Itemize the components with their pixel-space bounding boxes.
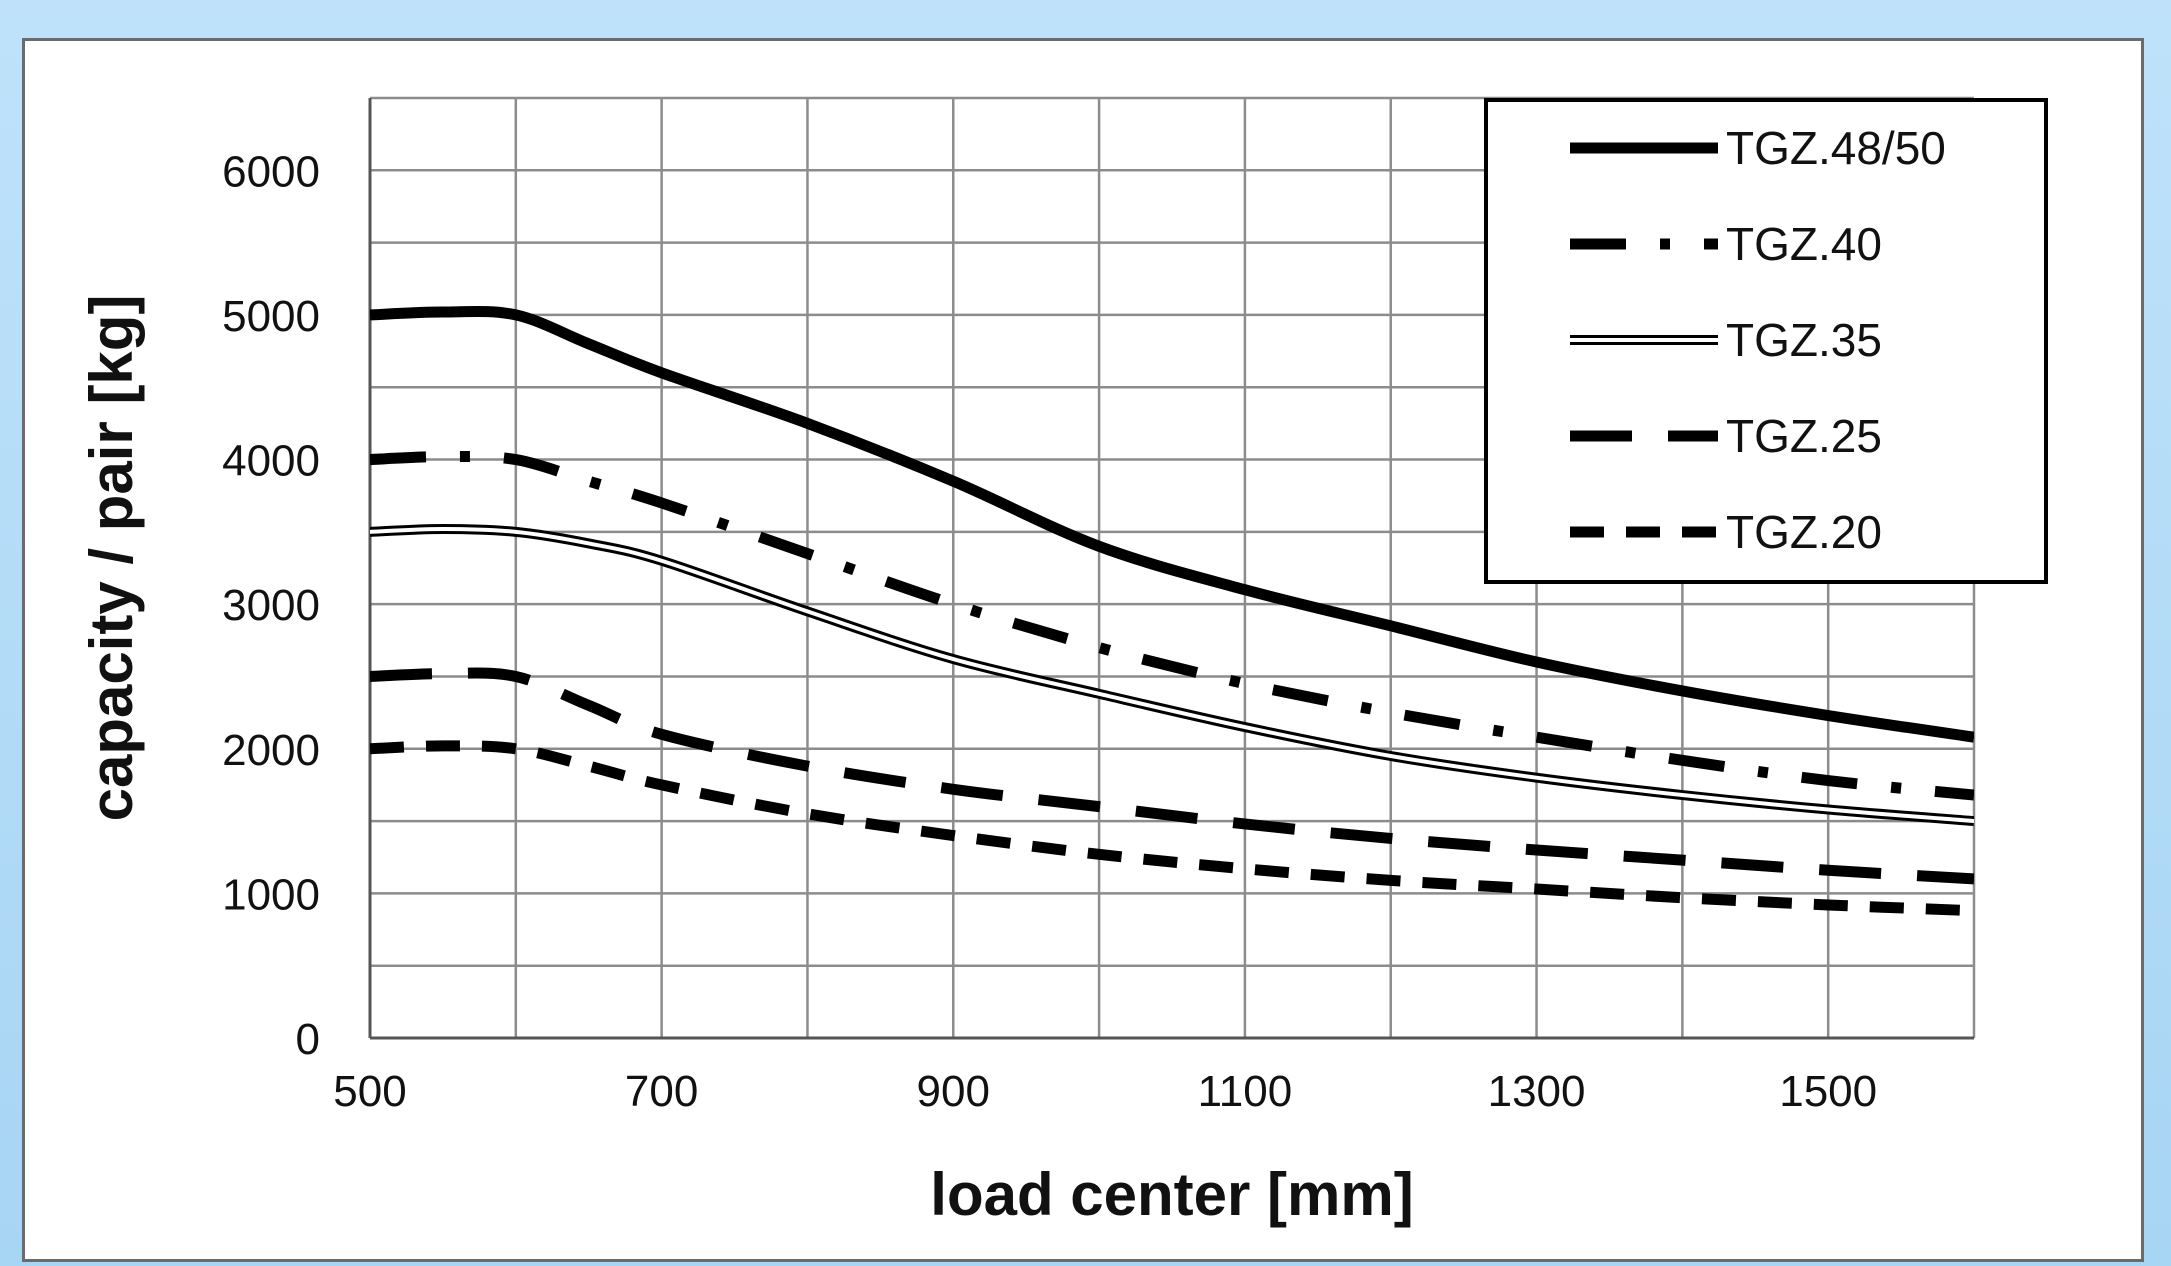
tick-labels: 500 700 900 1100 1300 1500 0 1000 2000 3000 4000 50… bbox=[222, 147, 1877, 1116]
y-tick-label: 2000 bbox=[222, 726, 320, 775]
y-tick-label: 3000 bbox=[222, 581, 320, 630]
x-tick-label: 1100 bbox=[1198, 1067, 1293, 1116]
y-axis-label: capacity / pair [kg] bbox=[78, 295, 145, 822]
legend-label: TGZ.40 bbox=[1726, 218, 1882, 270]
y-tick-label: 1000 bbox=[222, 870, 320, 919]
x-tick-label: 500 bbox=[333, 1067, 406, 1116]
x-tick-label: 700 bbox=[625, 1067, 698, 1116]
series-line bbox=[370, 667, 1974, 885]
y-tick-label: 0 bbox=[296, 1015, 320, 1064]
legend-label: TGZ.25 bbox=[1726, 410, 1882, 462]
series-tgz-20 bbox=[370, 740, 1974, 917]
y-tick-label: 5000 bbox=[222, 292, 320, 341]
legend-item: TGZ.20 bbox=[1570, 506, 1882, 558]
legend-item: TGZ.25 bbox=[1570, 410, 1882, 462]
series-line bbox=[370, 526, 1974, 824]
series-tgz-25 bbox=[370, 667, 1974, 885]
legend-item: TGZ.40 bbox=[1570, 218, 1882, 270]
legend-label: TGZ.48/50 bbox=[1726, 122, 1946, 174]
y-tick-label: 6000 bbox=[222, 147, 320, 196]
series-line bbox=[370, 305, 1974, 743]
series-lines bbox=[370, 305, 1974, 917]
legend-label: TGZ.35 bbox=[1726, 314, 1882, 366]
x-tick-label: 1300 bbox=[1488, 1067, 1586, 1116]
axes bbox=[368, 98, 1974, 1040]
x-tick-label: 1500 bbox=[1779, 1067, 1877, 1116]
legend-item: TGZ.48/50 bbox=[1570, 122, 1946, 174]
legend: TGZ.48/50 TGZ.40 TGZ.35 TGZ.25 TGZ.20 bbox=[1484, 98, 2048, 584]
legend-item: TGZ.35 bbox=[1570, 314, 1882, 366]
series-tgz-48-50 bbox=[370, 305, 1974, 743]
series-tgz-35 bbox=[370, 523, 1974, 827]
legend-label: TGZ.20 bbox=[1726, 506, 1882, 558]
legend-items: TGZ.48/50 TGZ.40 TGZ.35 TGZ.25 TGZ.20 bbox=[1570, 122, 1946, 558]
x-tick-label: 900 bbox=[917, 1067, 990, 1116]
series-line bbox=[370, 450, 1974, 801]
series-tgz-40 bbox=[370, 450, 1974, 801]
series-line bbox=[370, 740, 1974, 917]
y-tick-label: 4000 bbox=[222, 437, 320, 486]
x-axis-label: load center [mm] bbox=[930, 1161, 1413, 1228]
